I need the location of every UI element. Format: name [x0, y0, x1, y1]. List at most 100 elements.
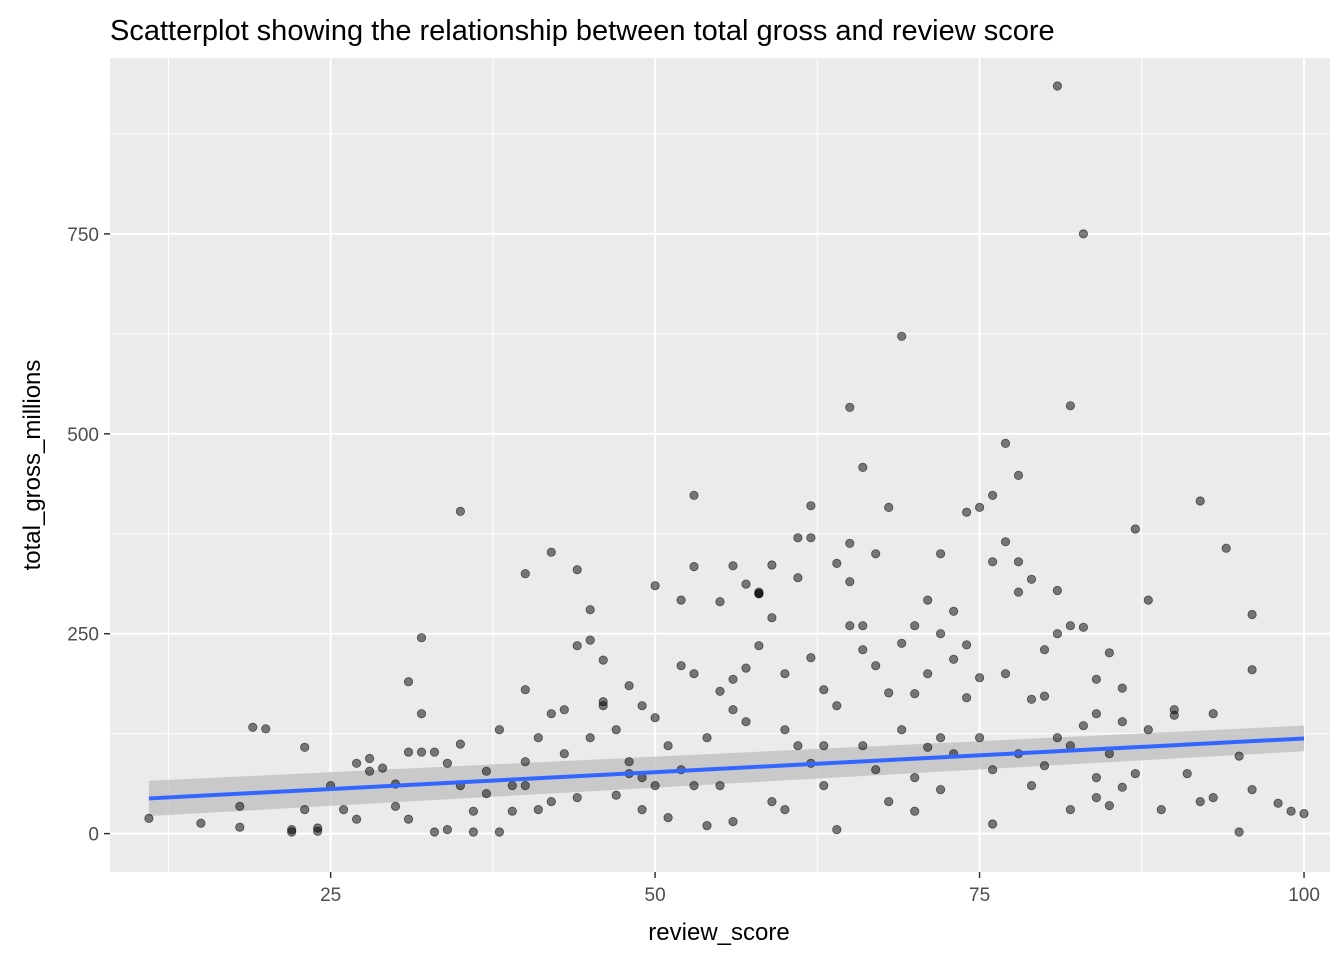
data-point	[585, 605, 595, 615]
data-point	[196, 818, 206, 828]
data-point	[235, 801, 245, 812]
data-point	[728, 816, 738, 827]
data-point	[1000, 438, 1011, 448]
data-point	[819, 780, 829, 791]
x-axis: 25 50 75 100	[320, 872, 1320, 906]
data-point	[1169, 710, 1179, 720]
data-point	[884, 688, 894, 698]
data-point	[728, 705, 738, 715]
data-point	[910, 772, 920, 783]
data-point	[1039, 761, 1050, 771]
data-point	[520, 569, 530, 579]
data-point	[248, 722, 258, 732]
data-point	[1117, 683, 1127, 693]
data-point	[1065, 621, 1076, 631]
confidence-band-layer	[148, 725, 1305, 817]
data-point	[1013, 587, 1024, 597]
data-point	[897, 331, 907, 341]
data-point	[689, 490, 699, 500]
data-point	[923, 669, 933, 679]
data-point	[520, 780, 530, 791]
data-point	[533, 733, 543, 743]
data-point	[1143, 595, 1153, 605]
data-point	[935, 629, 946, 639]
data-point	[507, 806, 517, 816]
data-point	[429, 827, 440, 837]
data-point	[845, 402, 855, 412]
data-point	[741, 717, 751, 727]
data-point	[832, 824, 842, 835]
data-point	[533, 804, 543, 815]
data-point	[702, 820, 712, 831]
data-point	[689, 561, 699, 572]
data-point	[1000, 537, 1011, 547]
data-point	[1026, 694, 1037, 704]
data-point	[767, 560, 777, 570]
data-point	[871, 549, 881, 559]
data-point	[481, 766, 491, 776]
data-point	[1026, 780, 1037, 791]
data-point	[897, 638, 907, 648]
data-point	[1234, 827, 1244, 837]
data-point	[1065, 804, 1076, 815]
data-point	[884, 502, 894, 512]
data-point	[403, 747, 414, 757]
data-point	[650, 780, 660, 791]
y-tick-label: 250	[67, 625, 99, 646]
data-point	[1299, 808, 1309, 819]
data-point	[1195, 796, 1205, 807]
data-point	[948, 606, 959, 616]
data-point	[910, 806, 920, 816]
data-point	[1221, 543, 1231, 553]
x-tick-label: 25	[320, 885, 341, 906]
data-point	[1013, 557, 1024, 567]
data-point	[585, 635, 595, 645]
data-point	[598, 697, 608, 707]
x-tick-label: 100	[1288, 885, 1320, 906]
data-point	[481, 788, 491, 799]
trend-line-layer	[148, 736, 1305, 801]
data-point	[650, 581, 660, 591]
data-point	[261, 724, 271, 734]
data-point	[987, 557, 998, 567]
data-point	[1286, 806, 1296, 816]
data-point	[910, 689, 920, 699]
data-point	[611, 725, 621, 735]
data-point	[689, 669, 699, 679]
data-point	[923, 742, 933, 752]
data-point	[935, 733, 946, 743]
data-point	[572, 565, 582, 575]
data-point	[364, 766, 375, 776]
data-point	[611, 790, 621, 800]
data-point	[1130, 768, 1140, 779]
data-point	[689, 780, 699, 791]
data-point	[974, 673, 985, 683]
data-point	[1117, 717, 1127, 727]
data-point	[728, 561, 738, 571]
data-point	[494, 725, 504, 735]
data-point	[1091, 792, 1102, 803]
data-point	[728, 674, 738, 684]
data-point	[793, 573, 803, 583]
data-point	[858, 621, 868, 631]
y-tick-label: 750	[67, 225, 99, 246]
data-point	[1091, 709, 1102, 719]
data-point	[832, 701, 842, 711]
data-point	[845, 538, 855, 549]
data-point	[974, 502, 985, 512]
data-point	[780, 725, 790, 735]
data-point	[793, 533, 803, 543]
x-tick-label: 75	[969, 885, 990, 906]
data-point	[1091, 772, 1102, 783]
data-point	[961, 693, 972, 703]
data-point	[455, 506, 465, 516]
data-point	[767, 613, 777, 623]
data-point	[507, 780, 517, 791]
data-point	[559, 705, 569, 715]
data-point	[793, 741, 803, 751]
data-point	[987, 490, 998, 500]
data-point	[715, 780, 725, 791]
data-point	[806, 533, 816, 543]
data-point	[1247, 784, 1257, 795]
